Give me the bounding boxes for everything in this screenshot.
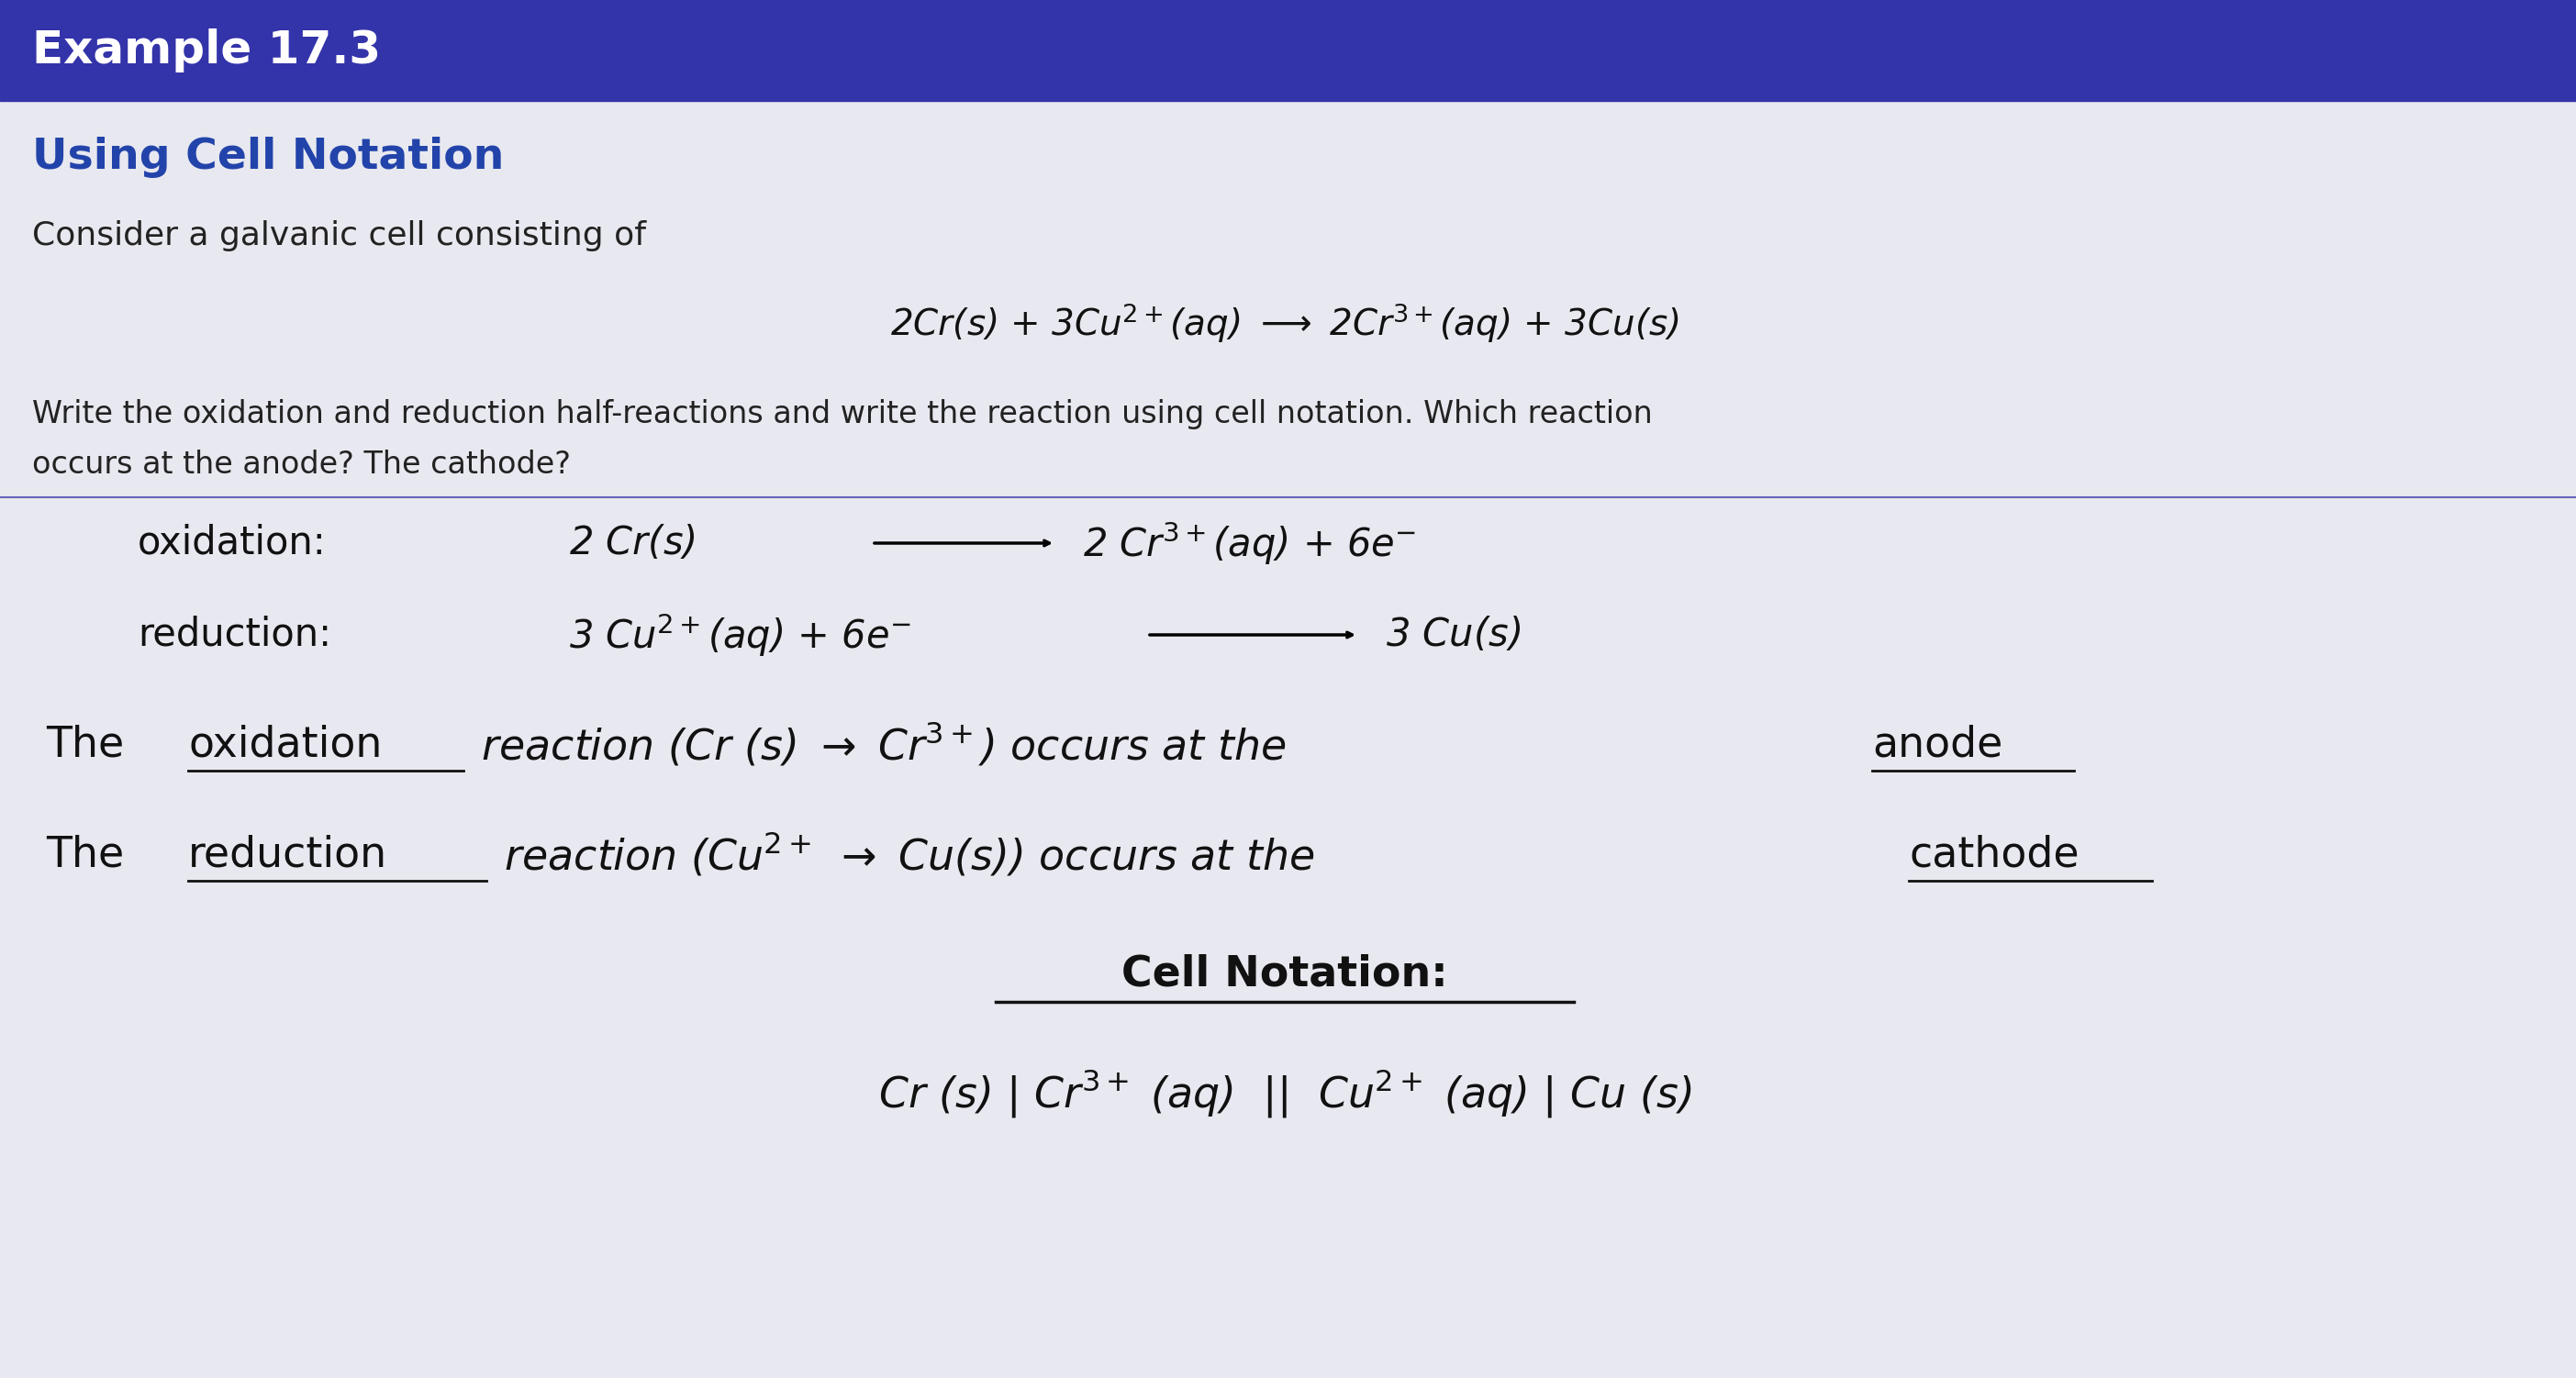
Bar (0, 0, 2576, 101)
Text: Cell Notation:: Cell Notation: (1121, 954, 1448, 995)
Text: 2 Cr($s$): 2 Cr($s$) (569, 524, 696, 562)
Text: reduction:: reduction: (137, 616, 332, 655)
Text: anode: anode (1873, 725, 2002, 766)
Text: cathode: cathode (1909, 835, 2079, 875)
Text: Example 17.3: Example 17.3 (31, 29, 381, 73)
Text: 2Cr($s$) + 3Cu$^{2+}$($aq$) $\longrightarrow$ 2Cr$^{3+}$($aq$) + 3Cu($s$): 2Cr($s$) + 3Cu$^{2+}$($aq$) $\longrighta… (891, 300, 1680, 344)
Text: 3 Cu($s$): 3 Cu($s$) (1386, 616, 1520, 655)
Text: oxidation:: oxidation: (137, 524, 327, 562)
Text: Cr ($s$) | Cr$^{3+}$ ($aq$)  ||  Cu$^{2+}$ ($aq$) | Cu ($s$): Cr ($s$) | Cr$^{3+}$ ($aq$) || Cu$^{2+}$… (878, 1068, 1692, 1120)
Text: reaction (Cu$^{2+}$ $\rightarrow$ Cu($s$)) occurs at the: reaction (Cu$^{2+}$ $\rightarrow$ Cu($s$… (492, 831, 1316, 879)
Text: reaction (Cr ($s$) $\rightarrow$ Cr$^{3+}$) occurs at the: reaction (Cr ($s$) $\rightarrow$ Cr$^{3+… (469, 721, 1288, 769)
Text: oxidation: oxidation (188, 725, 381, 766)
Text: occurs at the anode? The cathode?: occurs at the anode? The cathode? (31, 451, 572, 481)
Text: 2 Cr$^{3+}$($aq$) + 6e$^{-}$: 2 Cr$^{3+}$($aq$) + 6e$^{-}$ (1082, 520, 1417, 566)
Text: Using Cell Notation: Using Cell Notation (31, 138, 505, 178)
Text: reduction: reduction (188, 835, 386, 875)
Text: Write the oxidation and reduction half-reactions and write the reaction using ce: Write the oxidation and reduction half-r… (31, 400, 1654, 430)
Text: Consider a galvanic cell consisting of: Consider a galvanic cell consisting of (31, 220, 647, 251)
Text: The: The (46, 725, 137, 766)
Text: 3 Cu$^{2+}$($aq$) + 6e$^{-}$: 3 Cu$^{2+}$($aq$) + 6e$^{-}$ (569, 612, 912, 659)
Text: The: The (46, 835, 137, 875)
